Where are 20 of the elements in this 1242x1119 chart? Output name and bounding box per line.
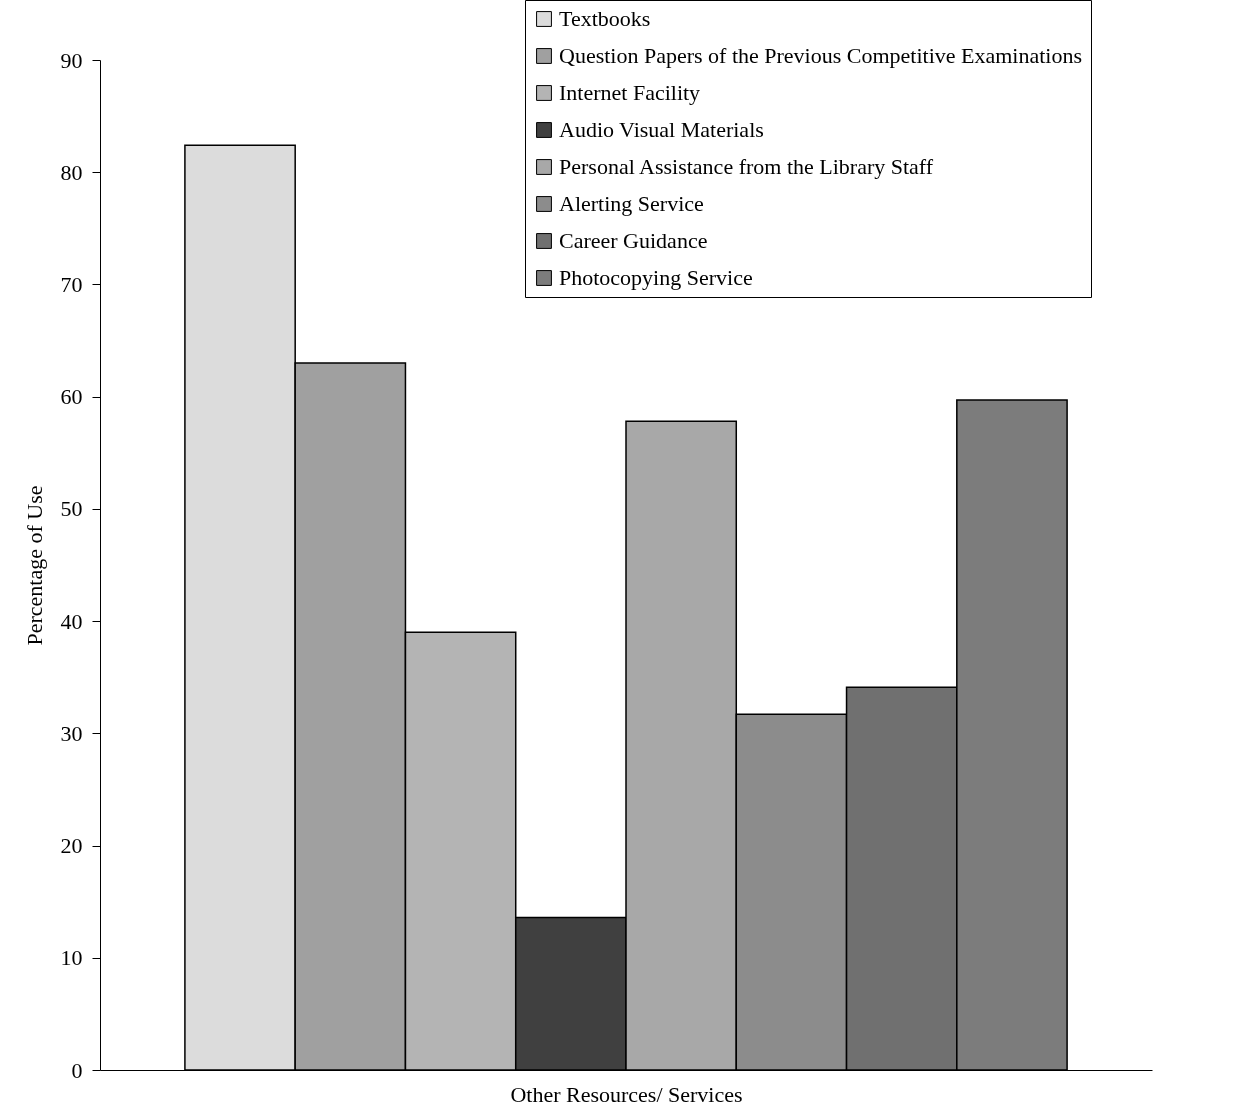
legend-label: Photocopying Service [559, 265, 753, 290]
y-tick-label: 60 [60, 384, 83, 410]
legend-label: Career Guidance [559, 228, 708, 253]
legend-label: Textbooks [559, 6, 651, 31]
y-axis-title: Percentage of Use [21, 485, 47, 646]
y-tick-label: 10 [60, 945, 83, 971]
y-tick-label: 50 [60, 496, 83, 522]
y-tick-label: 0 [71, 1057, 83, 1083]
y-tick-label: 30 [60, 720, 83, 746]
x-axis-title: Other Resources/ Services [510, 1081, 743, 1107]
legend-label: Alerting Service [559, 191, 704, 216]
y-tick-label: 20 [60, 833, 83, 859]
y-tick-label: 40 [60, 608, 83, 634]
legend-label: Audio Visual Materials [559, 117, 764, 142]
y-tick-label: 80 [60, 159, 83, 185]
legend-label: Internet Facility [559, 80, 701, 105]
y-tick-label: 70 [60, 271, 83, 297]
y-tick-label: 90 [60, 47, 83, 73]
legend-label: Personal Assistance from the Library Staff [559, 154, 934, 179]
legend-label: Question Papers of the Previous Competitive Examinations [559, 43, 1083, 68]
